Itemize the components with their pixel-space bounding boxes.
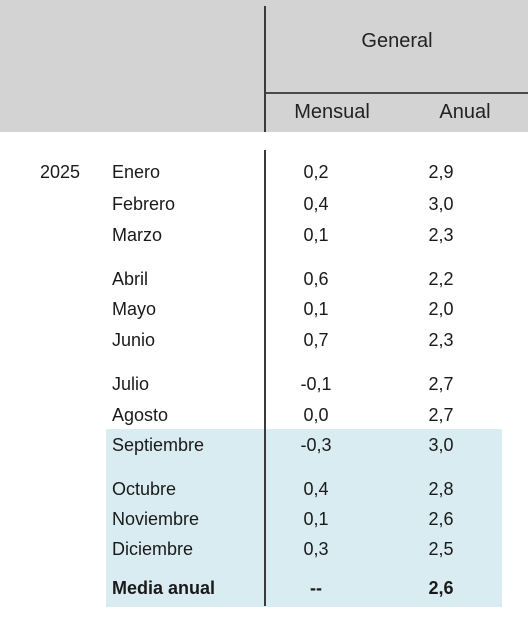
month-label: Noviembre <box>112 509 200 529</box>
mensual-value: 0,1 <box>303 509 329 529</box>
column-header-mensual: Mensual <box>294 101 370 123</box>
anual-value: 2,7 <box>428 374 454 394</box>
column-group-title: General <box>361 30 433 52</box>
month-label: Septiembre <box>112 435 205 455</box>
month-label: Junio <box>112 330 156 350</box>
mensual-value: 0,4 <box>303 194 329 214</box>
column-header-anual: Anual <box>439 101 491 123</box>
month-label: Mayo <box>112 299 157 319</box>
mensual-value: 0,1 <box>303 299 329 319</box>
month-label: Febrero <box>112 194 176 214</box>
table-row: Septiembre -0,3 3,0 <box>0 431 528 459</box>
table-row: Febrero 0,4 3,0 <box>0 190 528 218</box>
table-row: Noviembre 0,1 2,6 <box>0 505 528 533</box>
month-label: Enero <box>112 162 161 182</box>
month-label: Julio <box>112 374 150 394</box>
anual-value: 3,0 <box>428 435 454 455</box>
mensual-value: -0,1 <box>300 374 332 394</box>
table-row: Abril 0,6 2,2 <box>0 265 528 293</box>
table-row: 2025 Enero 0,2 2,9 <box>0 158 528 186</box>
highlighted-rows-block <box>106 429 502 607</box>
anual-value: 2,8 <box>428 479 454 499</box>
anual-value: 2,6 <box>428 509 454 529</box>
body-vertical-rule <box>264 150 266 606</box>
mensual-value: 0,0 <box>303 405 329 425</box>
mensual-value: 0,7 <box>303 330 329 350</box>
header-divider <box>266 92 528 94</box>
year-label: 2025 <box>40 162 81 182</box>
table-row: Junio 0,7 2,3 <box>0 326 528 354</box>
table-row: Agosto 0,0 2,7 <box>0 401 528 429</box>
table-row: Marzo 0,1 2,3 <box>0 221 528 249</box>
mensual-value: 0,6 <box>303 269 329 289</box>
mensual-value: 0,2 <box>303 162 329 182</box>
anual-value: 2,9 <box>428 162 454 182</box>
anual-value: 2,3 <box>428 225 454 245</box>
table-row: Julio -0,1 2,7 <box>0 370 528 398</box>
month-label: Marzo <box>112 225 163 245</box>
mensual-value: 0,1 <box>303 225 329 245</box>
mensual-value: -0,3 <box>300 435 332 455</box>
mensual-value: 0,4 <box>303 479 329 499</box>
summary-row: Media anual -- 2,6 <box>0 574 528 602</box>
header-vertical-rule <box>264 6 266 132</box>
table-row: Mayo 0,1 2,0 <box>0 295 528 323</box>
anual-value: 3,0 <box>428 194 454 214</box>
anual-value: 2,0 <box>428 299 454 319</box>
anual-value: 2,5 <box>428 539 454 559</box>
summary-label: Media anual <box>112 578 216 598</box>
month-label: Diciembre <box>112 539 194 559</box>
month-label: Agosto <box>112 405 169 425</box>
table-row: Octubre 0,4 2,8 <box>0 475 528 503</box>
summary-mensual-value: -- <box>310 578 322 598</box>
anual-value: 2,7 <box>428 405 454 425</box>
month-label: Octubre <box>112 479 177 499</box>
mensual-value: 0,3 <box>303 539 329 559</box>
summary-anual-value: 2,6 <box>428 578 454 598</box>
anual-value: 2,3 <box>428 330 454 350</box>
month-label: Abril <box>112 269 149 289</box>
table-row: Diciembre 0,3 2,5 <box>0 535 528 563</box>
anual-value: 2,2 <box>428 269 454 289</box>
